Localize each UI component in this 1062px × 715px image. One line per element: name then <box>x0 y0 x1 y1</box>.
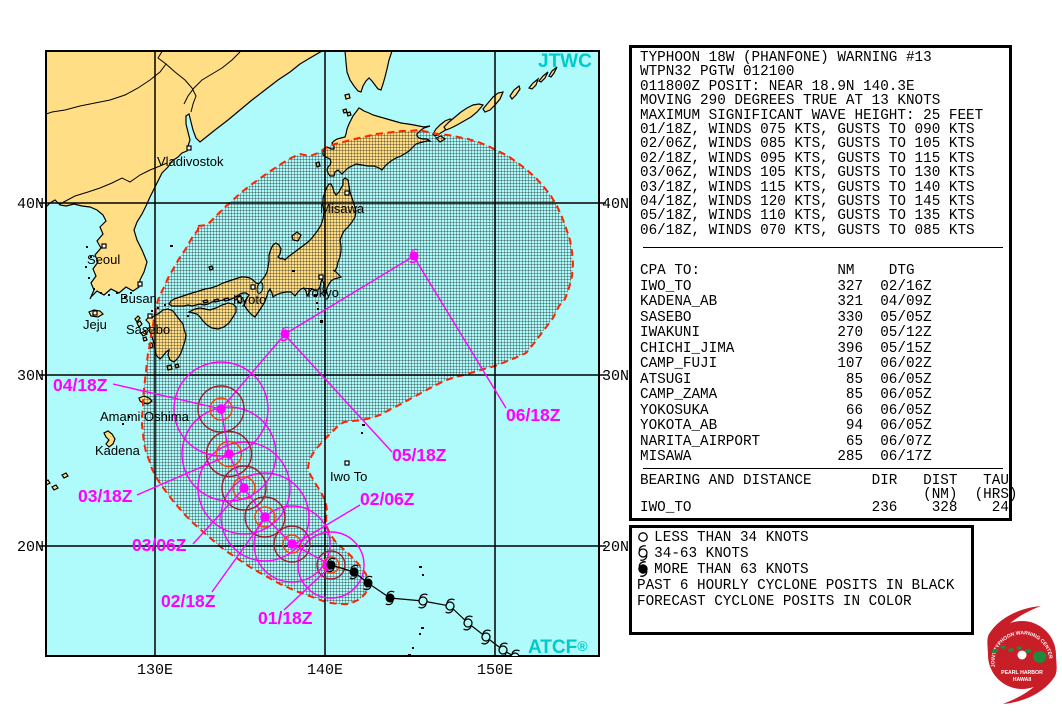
svg-text:Tokyo: Tokyo <box>305 285 339 300</box>
svg-text:Misawa: Misawa <box>320 201 365 216</box>
svg-text:02/06Z: 02/06Z <box>360 489 415 509</box>
svg-text:150E: 150E <box>477 662 513 679</box>
svg-text:03/18Z: 03/18Z <box>78 486 133 506</box>
svg-text:Kyoto: Kyoto <box>233 292 266 307</box>
svg-text:ATCF®: ATCF® <box>528 637 588 658</box>
svg-text:Kadena: Kadena <box>95 443 141 458</box>
svg-text:Sasebo: Sasebo <box>126 322 170 337</box>
svg-text:03/06Z: 03/06Z <box>132 535 187 555</box>
svg-text:01/18Z: 01/18Z <box>258 608 313 628</box>
svg-text:Iwo To: Iwo To <box>330 469 367 484</box>
svg-text:Amami Oshima: Amami Oshima <box>100 409 190 424</box>
svg-text:05/18Z: 05/18Z <box>392 445 447 465</box>
svg-text:PEARL HARBOR: PEARL HARBOR <box>1001 670 1043 676</box>
svg-text:06/18Z: 06/18Z <box>506 405 561 425</box>
svg-text:Seoul: Seoul <box>87 252 120 267</box>
svg-text:Busan: Busan <box>120 291 157 306</box>
svg-text:40N: 40N <box>602 196 629 213</box>
svg-text:40N: 40N <box>17 196 44 213</box>
svg-text:20N: 20N <box>17 539 44 556</box>
svg-text:04/18Z: 04/18Z <box>53 375 108 395</box>
svg-text:20N: 20N <box>602 539 629 556</box>
svg-text:JTWC: JTWC <box>538 51 592 72</box>
svg-text:140E: 140E <box>307 662 343 679</box>
svg-text:130E: 130E <box>137 662 173 679</box>
svg-text:Vladivostok: Vladivostok <box>157 154 224 169</box>
svg-text:30N: 30N <box>602 368 629 385</box>
svg-text:30N: 30N <box>17 368 44 385</box>
svg-text:Jeju: Jeju <box>83 317 107 332</box>
svg-text:02/18Z: 02/18Z <box>161 591 216 611</box>
svg-text:HAWAII: HAWAII <box>1013 677 1032 683</box>
